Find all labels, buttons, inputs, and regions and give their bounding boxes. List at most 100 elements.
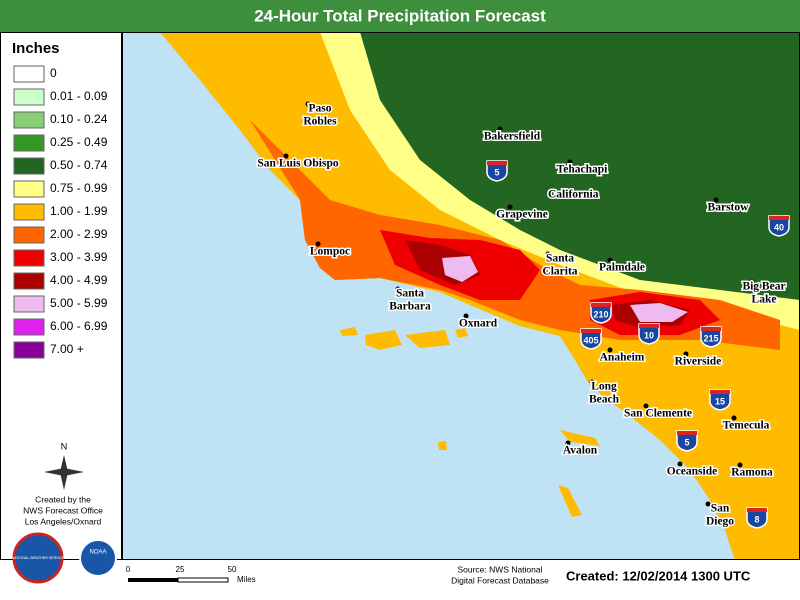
legend-title: Inches [12,40,60,57]
city-label: San Clemente [624,408,692,420]
scale-unit: Miles [237,575,256,584]
interstate-number: 5 [494,167,499,177]
nws-logo-text: NATIONAL WEATHER SERVICE [12,556,66,560]
legend-swatch [13,272,45,290]
city-label: San Luis Obispo [257,158,338,170]
city-label: Palmdale [599,262,645,274]
noaa-logo-text: NOAA [89,550,106,556]
precip-band [442,256,478,282]
city-label: Clarita [542,266,577,278]
source: Digital Forecast Database [451,575,549,585]
source: Source: NWS National [457,564,542,574]
legend-swatch [13,226,45,244]
legend-swatch [13,88,45,106]
interstate-cap [487,161,507,165]
interstate-cap [639,324,659,328]
legend-swatch [13,65,45,83]
legend-swatch [13,318,45,336]
city-label: San [711,503,730,515]
city-label: Anaheim [600,352,645,364]
precip-band [250,120,780,350]
legend-label: 6.00 - 6.99 [50,319,108,333]
interstate-number: 10 [644,330,654,340]
interstate-number: 40 [774,222,784,232]
title-bar [0,0,800,32]
city-label: Diego [706,516,734,528]
compass-label: N [61,441,68,451]
city-label: Ramona [731,467,773,479]
city-dot [749,279,755,285]
created: Created: 12/02/2014 1300 UTC [566,568,751,583]
legend-label: 7.00 + [50,342,84,356]
interstate-shield [486,160,508,182]
legend-label: 4.00 - 4.99 [50,273,108,287]
interstate-number: 8 [754,514,759,524]
scale-tick: 0 [126,565,131,574]
island [438,441,447,450]
island [340,327,358,336]
city-label: Barbara [389,301,431,313]
scale-tick: 50 [228,565,237,574]
legend-label: 1.00 - 1.99 [50,204,108,218]
city-dot [683,351,689,357]
interstate-cap [701,327,721,331]
city-dot [607,257,613,263]
city-dot [705,501,711,507]
interstate-shield [768,215,790,237]
legend-label: 0 [50,66,57,80]
legend-swatch [13,111,45,129]
compass: N [44,441,84,490]
interstate-shield [590,302,612,324]
interstate-cap [581,329,601,333]
interstate-number: 215 [703,333,718,343]
credit: Created by the [35,494,91,504]
city-dot [315,241,321,247]
legend-label: 3.00 - 3.99 [50,250,108,264]
interstate-shield [700,326,722,348]
city-label: Riverside [675,356,722,368]
city-dot [567,159,573,165]
city-dot [305,101,311,107]
city-dot [545,251,551,257]
city-dot [737,462,743,468]
city-label: Beach [589,394,620,406]
city-label: Tehachapi [557,164,609,176]
city-dot [283,153,289,159]
legend-label: 0.01 - 0.09 [50,89,108,103]
interstate-shield [676,430,698,452]
interstate-number: 5 [684,437,689,447]
city-dot [607,347,613,353]
city-label: Oceanside [667,466,717,478]
legend-swatch [13,180,45,198]
city-label: Bakersfield [484,131,541,143]
credit: Los Angeles/Oxnard [25,516,102,526]
city-dot [643,403,649,409]
city-dot [395,286,401,292]
interstate-cap [710,390,730,394]
legend-swatch [13,203,45,221]
interstate-shield [746,507,768,529]
city-label: Avalon [563,445,598,457]
nws-logo [12,532,64,584]
city-dot [731,415,737,421]
interstate-number: 15 [715,396,725,406]
island [455,328,468,338]
precip-band [630,303,688,322]
city-dot [497,126,503,132]
legend-label: 0.25 - 0.49 [50,135,108,149]
island [365,330,402,350]
city-label: Grapevine [496,209,548,221]
interstate-cap [591,303,611,307]
legend-swatch [13,341,45,359]
legend-label: 0.10 - 0.24 [50,112,108,126]
interstate-shield [638,323,660,345]
city-label: Santa [546,253,574,265]
legend-swatch [13,295,45,313]
interstate-cap [747,508,767,512]
city-dot [677,461,683,467]
credit: NWS Forecast Office [23,505,103,515]
interstate-shield [580,328,602,350]
city-label: Big Bear [742,281,785,293]
legend-swatch [13,157,45,175]
city-label: Oxnard [459,318,498,330]
